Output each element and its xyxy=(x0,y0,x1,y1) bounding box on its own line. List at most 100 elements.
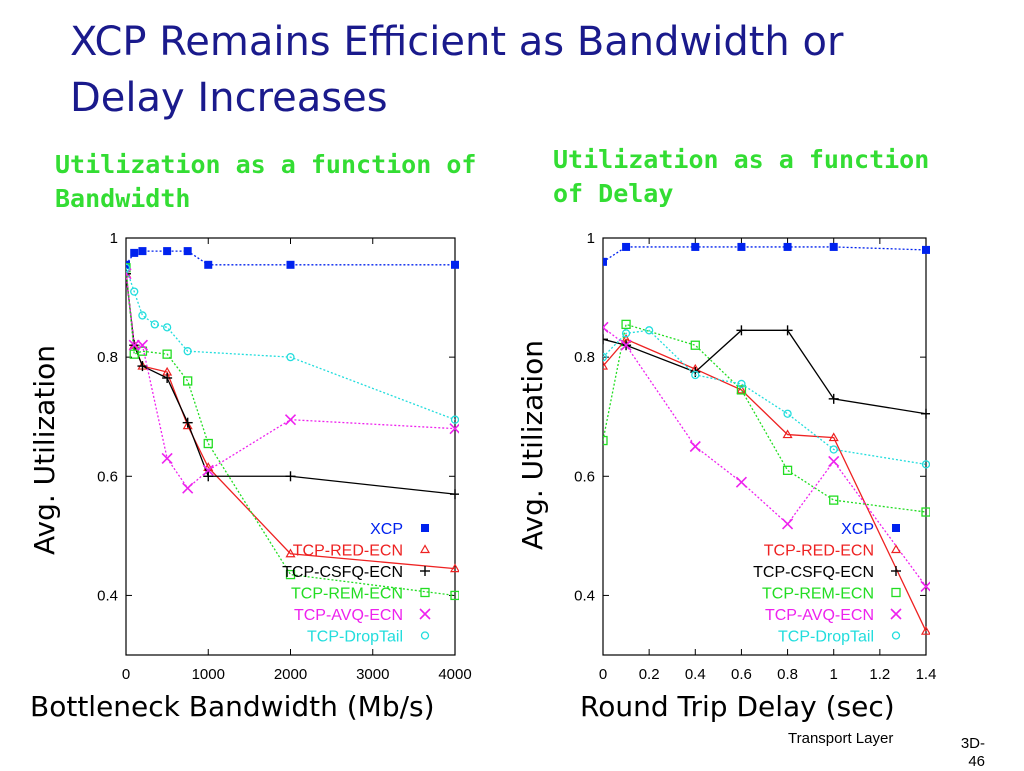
left-point-tcp-avq-ecn xyxy=(284,414,297,426)
left-legend-marker-tcp-avq-ecn-shape-b xyxy=(419,608,431,620)
slide-title: XCP Remains Efficient as Bandwidth or De… xyxy=(70,19,844,121)
left-point-tcp-droptail xyxy=(150,320,159,329)
left-point-tcp-avq-ecn-shape-b xyxy=(284,414,297,426)
right-point-tcp-avq-ecn-shape-b xyxy=(603,321,609,329)
right-point-tcp-rem-ecn xyxy=(736,385,747,395)
right-x-tick-label: 0.4 xyxy=(685,666,706,683)
left-series-tcp-avq-ecn xyxy=(126,268,459,494)
left-point-xcp xyxy=(451,260,459,269)
left-point-tcp-red-ecn-shape xyxy=(449,563,459,573)
right-point-tcp-droptail-shape xyxy=(691,370,700,380)
right-point-tcp-avq-ecn xyxy=(920,580,930,593)
right-legend-label-tcp-droptail: TCP-DropTail xyxy=(778,629,874,646)
left-point-xcp xyxy=(163,247,172,256)
left-legend-label-tcp-droptail: TCP-DropTail xyxy=(307,629,403,646)
footer-section-label: Transport Layer xyxy=(788,730,894,747)
left-point-xcp-shape xyxy=(183,247,192,256)
left-point-tcp-rem-ecn-shape xyxy=(203,438,213,449)
right-point-tcp-csfq-ecn xyxy=(782,325,793,336)
left-point-tcp-csfq-ecn xyxy=(450,489,459,500)
right-point-tcp-avq-ecn-shape-a xyxy=(603,326,609,333)
left-x-tick-label: 1000 xyxy=(192,666,225,683)
right-point-xcp xyxy=(922,245,930,254)
right-point-tcp-rem-ecn xyxy=(603,435,608,446)
left-line-tcp-rem-ecn xyxy=(126,267,456,597)
left-point-tcp-droptail-shape xyxy=(130,287,139,296)
page-number: 3D-46 xyxy=(960,735,985,770)
right-x-tick-label: 1.4 xyxy=(916,666,937,683)
left-point-tcp-rem-ecn xyxy=(183,376,193,386)
left-legend-marker-tcp-red-ecn xyxy=(419,544,431,554)
right-point-tcp-rem-ecn-shape xyxy=(921,507,930,517)
right-point-tcp-avq-ecn-shape-b xyxy=(782,518,794,530)
chart-left-x-axis-label: Bottleneck Bandwidth (Mb/s) xyxy=(30,690,435,723)
left-point-xcp xyxy=(286,260,295,269)
left-y-tick-label: 0.8 xyxy=(97,349,118,366)
left-legend-marker-xcp xyxy=(421,524,429,532)
right-point-tcp-droptail xyxy=(829,445,838,454)
right-legend-marker-tcp-rem-ecn-shape xyxy=(891,587,901,598)
right-legend-marker-tcp-red-ecn-shape xyxy=(890,544,902,554)
right-point-tcp-droptail xyxy=(783,409,792,418)
right-point-tcp-rem-ecn xyxy=(690,340,700,350)
left-line-xcp xyxy=(126,250,455,266)
left-point-tcp-rem-ecn xyxy=(137,346,148,356)
left-point-tcp-rem-ecn-shape xyxy=(162,349,172,359)
right-x-tick-label: 0.6 xyxy=(731,666,752,683)
left-point-tcp-avq-ecn xyxy=(136,339,149,351)
right-legend-label-tcp-csfq-ecn: TCP-CSFQ-ECN xyxy=(753,564,874,581)
right-plot-frame xyxy=(602,237,927,656)
right-legend-marker-tcp-avq-ecn xyxy=(890,608,902,620)
left-point-tcp-avq-ecn xyxy=(128,339,140,351)
left-legend-marker-tcp-csfq-ecn xyxy=(420,566,430,576)
right-point-tcp-rem-ecn-shape xyxy=(829,495,839,505)
right-series-tcp-csfq-ecn xyxy=(603,325,930,419)
right-line-xcp xyxy=(603,246,927,263)
right-legend-marker-xcp-shape xyxy=(892,524,900,532)
right-point-xcp-shape xyxy=(691,242,700,251)
right-point-xcp-shape xyxy=(603,257,607,266)
left-point-tcp-csfq-ecn xyxy=(126,268,131,279)
left-point-tcp-droptail-shape xyxy=(138,311,147,320)
left-line-tcp-avq-ecn xyxy=(126,273,456,490)
right-point-tcp-droptail xyxy=(621,329,631,338)
left-point-tcp-droptail xyxy=(126,263,131,272)
left-legend-marker-xcp-shape xyxy=(421,524,429,532)
left-point-tcp-rem-ecn-shape xyxy=(183,376,193,386)
chart-right-title: Utilization as a function of Delay xyxy=(553,145,930,208)
left-legend-marker-tcp-droptail-shape xyxy=(420,631,430,640)
chart-left-title: Utilization as a function of Bandwidth xyxy=(55,150,477,213)
right-point-tcp-rem-ecn-shape xyxy=(621,319,631,330)
left-point-xcp xyxy=(204,260,213,269)
left-point-tcp-rem-ecn-shape xyxy=(137,346,148,356)
left-legend-label-tcp-red-ecn: TCP-RED-ECN xyxy=(293,543,403,560)
left-legend-label-tcp-csfq-ecn: TCP-CSFQ-ECN xyxy=(282,564,403,581)
chart-right-x-axis-label: Round Trip Delay (sec) xyxy=(580,690,895,723)
left-point-tcp-droptail xyxy=(450,415,459,424)
right-point-tcp-rem-ecn-shape xyxy=(690,340,700,350)
left-series-xcp xyxy=(126,247,459,269)
right-y-tick-label: 0.8 xyxy=(574,349,595,366)
right-point-tcp-red-ecn xyxy=(603,360,609,370)
right-point-tcp-csfq-ecn xyxy=(921,408,930,419)
left-point-tcp-avq-ecn-shape-b xyxy=(136,339,149,351)
left-point-tcp-droptail-shape xyxy=(286,352,295,362)
right-point-tcp-red-ecn xyxy=(920,625,930,635)
left-point-tcp-rem-ecn xyxy=(162,349,172,359)
right-point-xcp xyxy=(603,257,607,266)
left-point-tcp-avq-ecn-shape-b xyxy=(202,464,214,476)
right-series-tcp-avq-ecn xyxy=(603,321,930,593)
right-point-tcp-avq-ecn xyxy=(735,476,747,488)
left-point-tcp-avq-ecn xyxy=(182,482,194,494)
left-legend-label-tcp-avq-ecn: TCP-AVQ-ECN xyxy=(294,607,403,624)
left-point-tcp-red-ecn xyxy=(285,548,296,558)
right-point-tcp-droptail-shape xyxy=(783,409,792,418)
chart-left-y-axis-label: Avg. Utilization xyxy=(28,345,61,555)
right-point-tcp-avq-ecn-shape-b xyxy=(828,455,840,467)
left-point-xcp-shape xyxy=(130,248,139,257)
left-point-tcp-rem-ecn xyxy=(450,590,459,601)
right-point-tcp-red-ecn-shape xyxy=(920,625,930,635)
right-point-tcp-red-ecn xyxy=(782,429,793,439)
right-point-tcp-red-ecn xyxy=(828,432,839,442)
right-point-tcp-avq-ecn xyxy=(689,440,701,453)
